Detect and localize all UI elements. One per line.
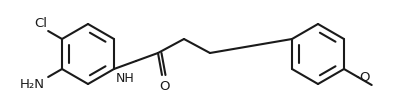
- Text: NH: NH: [115, 72, 134, 85]
- Text: H₂N: H₂N: [20, 78, 45, 91]
- Text: O: O: [159, 80, 170, 93]
- Text: Cl: Cl: [34, 17, 47, 30]
- Text: O: O: [358, 71, 369, 83]
